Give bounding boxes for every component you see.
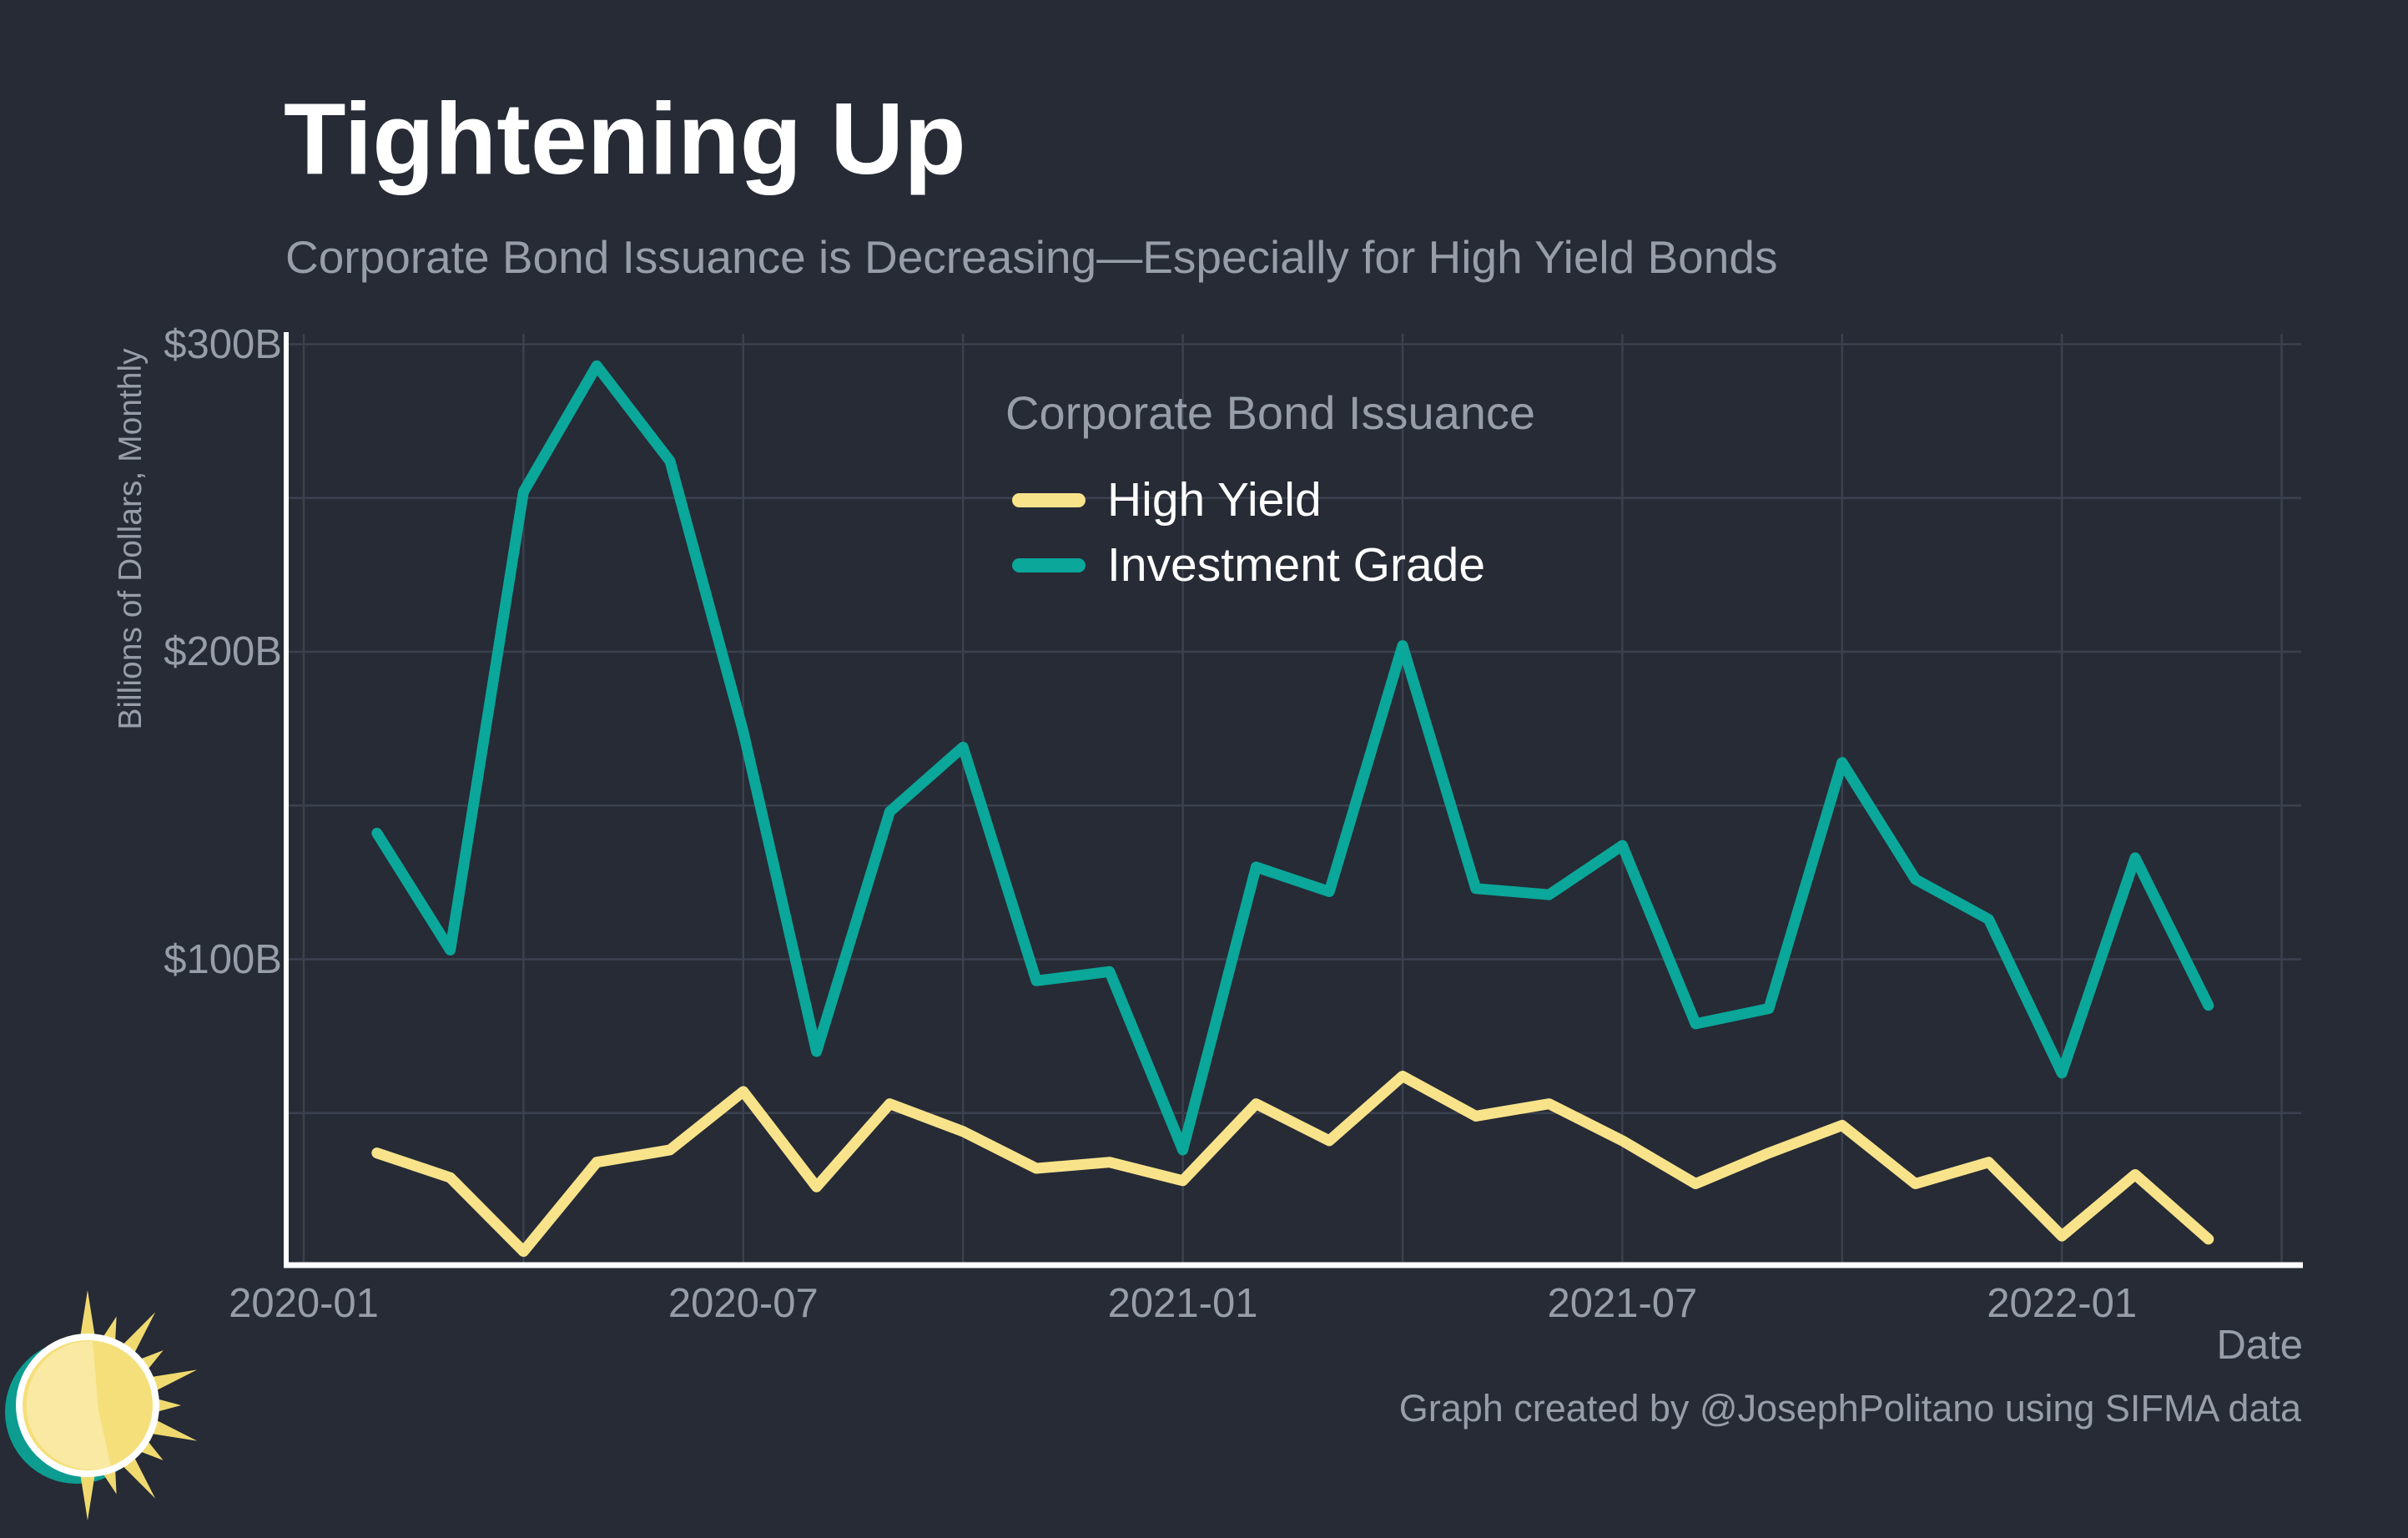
x-axis-title: Date (2216, 1323, 2303, 1368)
legend: Corporate Bond Issuance High Yield Invest… (1005, 386, 1535, 600)
sun-logo-rays (79, 1290, 198, 1520)
legend-swatch (1012, 492, 1086, 507)
legend-item-label: High Yield (1107, 473, 1322, 527)
legend-item-investment-grade: Investment Grade (1012, 535, 1535, 595)
credit-text: Graph created by @JosephPolitano using S… (1398, 1387, 2301, 1430)
y-tick-label: $200B (164, 629, 282, 674)
series-line-investment-grade (371, 360, 2214, 1156)
page-title: Tightening Up (284, 82, 966, 195)
x-tick-label: 2022-01 (1987, 1281, 2138, 1326)
legend-swatch (1012, 557, 1086, 572)
legend-title: Corporate Bond Issuance (1005, 386, 1536, 439)
x-tick-label: 2021-01 (1107, 1281, 1258, 1326)
page-subtitle: Corporate Bond Issuance is Decreasing—Es… (285, 231, 1778, 283)
y-tick-label: $100B (164, 936, 282, 982)
legend-item-high-yield: High Yield (1012, 470, 1535, 530)
legend-items: High Yield Investment Grade (1005, 470, 1535, 595)
x-tick-label: 2020-01 (229, 1281, 379, 1326)
legend-item-label: Investment Grade (1107, 538, 1486, 592)
sun-logo-disc-highlight (26, 1340, 111, 1470)
x-tick-label: 2021-07 (1547, 1281, 1698, 1326)
series-line-high-yield (371, 1071, 2214, 1258)
x-tick-label: 2020-07 (667, 1281, 819, 1326)
y-tick-label: $300B (164, 321, 282, 367)
